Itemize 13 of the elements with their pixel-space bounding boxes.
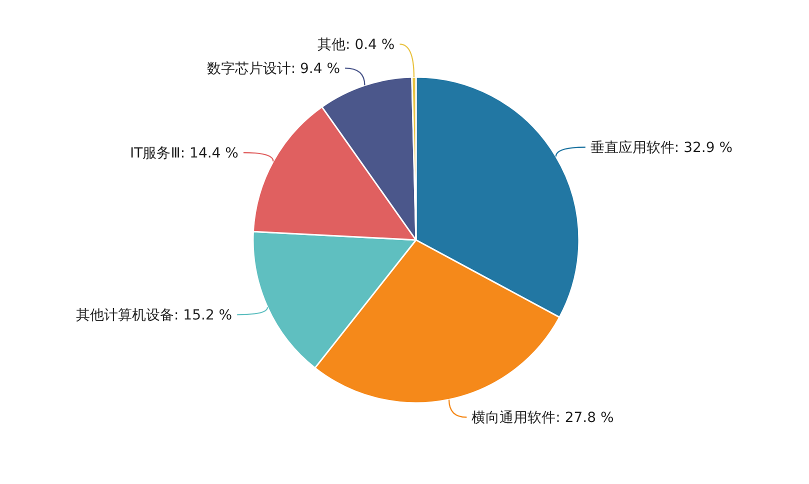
data-label: : 0.4 % xyxy=(346,37,395,54)
slice-label: IT服务Ⅲ xyxy=(130,146,180,162)
data-label: : 15.2 % xyxy=(174,308,232,324)
slice-label: 数字芯片设计 xyxy=(206,61,291,78)
slice-label: 其他 xyxy=(318,37,346,54)
data-label: : 9.4 % xyxy=(290,61,340,78)
pie-slice xyxy=(415,76,580,318)
slice-label: 垂直应用软件 xyxy=(590,140,674,156)
data-label: : 32.9 % xyxy=(674,140,732,156)
data-label: : 27.8 % xyxy=(556,410,614,426)
data-label: : 14.4 % xyxy=(180,146,238,162)
slice-label: 其他计算机设备 xyxy=(76,308,174,324)
slice-label: 横向通用软件 xyxy=(472,410,556,426)
